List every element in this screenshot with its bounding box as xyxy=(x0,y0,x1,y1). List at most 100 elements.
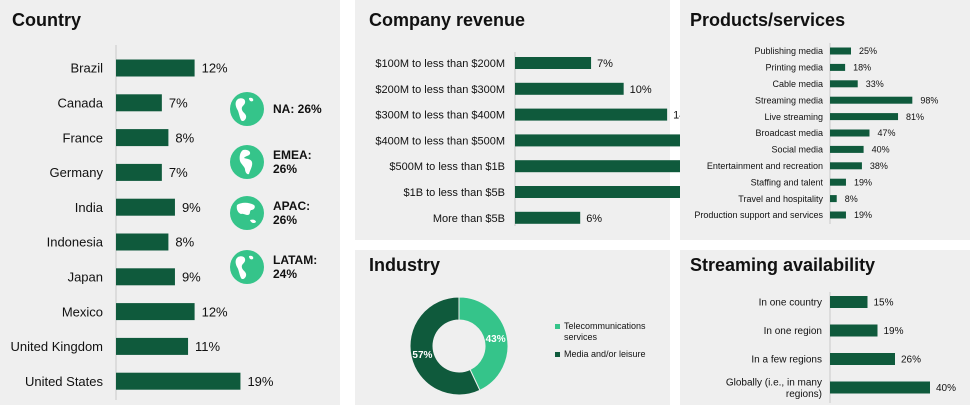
country-category-label: France xyxy=(63,130,103,145)
products-category-label: Cable media xyxy=(772,79,823,89)
country-bar xyxy=(116,372,241,390)
products-category-label: Broadcast media xyxy=(755,128,823,138)
country-category-label: Germany xyxy=(50,165,104,180)
country-bar xyxy=(116,337,189,355)
revenue-category-label: $500M to less than $1B xyxy=(389,161,505,173)
revenue-category-label: $1B to less than $5B xyxy=(403,187,505,199)
country-value-label: 12% xyxy=(202,61,228,76)
legend-swatch-media xyxy=(555,352,560,357)
country-value-label: 9% xyxy=(182,200,201,215)
products-bar xyxy=(830,80,858,88)
products-panel: Products/services 25% Publishing media 18%… xyxy=(680,0,970,240)
country-bar-chart: 12% Brazil 7% Canada 8% France 7% Germany 9% Indi… xyxy=(11,45,274,400)
products-category-label: Live streaming xyxy=(764,112,823,122)
globe-europe-africa-icon xyxy=(230,145,264,179)
country-bar xyxy=(116,129,169,147)
region-latam: LATAM: 24% xyxy=(229,249,333,285)
legend-item-telecom: Telecommunications services xyxy=(555,321,667,343)
country-value-label: 9% xyxy=(182,269,201,284)
country-category-label: Mexico xyxy=(62,304,103,319)
products-bar xyxy=(830,129,870,137)
industry-panel: Industry 43% 57% Telecommunications servi… xyxy=(355,250,670,405)
products-bar xyxy=(830,96,913,104)
country-bar xyxy=(116,163,162,181)
revenue-bar xyxy=(515,82,624,95)
products-value-label: 33% xyxy=(866,79,884,89)
products-value-label: 19% xyxy=(854,177,872,187)
products-value-label: 81% xyxy=(906,112,924,122)
region-apac-label: APAC: 26% xyxy=(273,199,311,227)
country-bar xyxy=(116,303,195,321)
revenue-bar-chart: 7% $100M to less than $200M 10% $200M to le… xyxy=(375,52,804,226)
revenue-panel: Company revenue 7% $100M to less than $20… xyxy=(355,0,804,240)
streaming-category-label: In one country xyxy=(759,298,822,309)
country-value-label: 8% xyxy=(175,235,194,250)
country-value-label: 11% xyxy=(195,339,220,354)
region-na: NA: 26% xyxy=(229,91,322,127)
country-bar xyxy=(116,268,175,286)
country-value-label: 7% xyxy=(169,165,188,180)
products-bar xyxy=(830,145,864,153)
country-bar xyxy=(116,59,195,77)
products-bar xyxy=(830,195,837,203)
region-latam-label: LATAM: 24% xyxy=(273,253,318,281)
legend-label-media: Media and/or leisure xyxy=(564,349,646,359)
country-category-label: United States xyxy=(25,374,104,389)
streaming-bar xyxy=(830,296,868,308)
streaming-bar-chart: 15% In one country 19% In one region 26% In a… xyxy=(726,292,956,403)
products-bar xyxy=(830,162,862,170)
revenue-category-label: $100M to less than $200M xyxy=(375,58,505,70)
revenue-value-label: 6% xyxy=(586,213,602,225)
revenue-value-label: 7% xyxy=(597,58,613,70)
products-value-label: 25% xyxy=(859,46,877,56)
products-bar xyxy=(830,211,846,219)
products-value-label: 18% xyxy=(853,63,871,73)
products-category-label: Streaming media xyxy=(755,95,823,105)
streaming-bar xyxy=(830,324,878,337)
streaming-category-label: Globally (i.e., in many xyxy=(726,378,822,389)
country-title: Country xyxy=(12,10,81,30)
streaming-bar xyxy=(830,381,930,394)
products-title: Products/services xyxy=(690,10,846,30)
products-value-label: 47% xyxy=(877,128,895,138)
products-category-label: Staffing and talent xyxy=(751,177,824,187)
products-bar xyxy=(830,113,899,121)
globe-americas-icon xyxy=(230,92,264,126)
country-value-label: 8% xyxy=(175,130,194,145)
revenue-category-label: More than $5B xyxy=(433,213,505,225)
products-category-label: Entertainment and recreation xyxy=(707,161,823,171)
products-bar xyxy=(830,178,846,186)
globe-asia-icon xyxy=(230,196,264,230)
country-category-label: Indonesia xyxy=(47,235,104,250)
industry-donut-chart: 43% 57% xyxy=(409,296,509,396)
products-bar xyxy=(830,47,851,55)
products-value-label: 40% xyxy=(872,145,890,155)
revenue-bar xyxy=(515,211,581,224)
streaming-panel: Streaming availability 15% In one country… xyxy=(680,250,970,405)
products-category-label: Printing media xyxy=(765,63,823,73)
streaming-title: Streaming availability xyxy=(690,255,876,275)
country-category-label: Brazil xyxy=(70,61,103,76)
streaming-category-label: regions) xyxy=(786,389,822,400)
products-category-label: Social media xyxy=(771,145,823,155)
products-bar xyxy=(830,63,846,71)
revenue-bar xyxy=(515,186,711,198)
products-value-label: 8% xyxy=(845,194,858,204)
country-bar xyxy=(116,233,169,251)
country-bar xyxy=(116,94,162,112)
streaming-value-label: 26% xyxy=(901,355,921,366)
donut-slice-label: 43% xyxy=(486,334,506,345)
region-na-label: NA: 26% xyxy=(273,102,322,116)
country-category-label: India xyxy=(75,200,104,215)
streaming-category-label: In a few regions xyxy=(751,355,822,366)
region-apac: APAC: 26% xyxy=(229,195,333,231)
products-value-label: 38% xyxy=(870,161,888,171)
products-bar-chart: 25% Publishing media 18% Printing media 33% C… xyxy=(694,43,938,224)
country-category-label: Canada xyxy=(57,95,103,110)
industry-title: Industry xyxy=(369,255,441,275)
revenue-title: Company revenue xyxy=(369,10,526,30)
products-category-label: Production support and services xyxy=(694,210,823,220)
streaming-value-label: 40% xyxy=(936,383,956,394)
streaming-value-label: 19% xyxy=(884,326,904,337)
streaming-value-label: 15% xyxy=(874,298,894,309)
